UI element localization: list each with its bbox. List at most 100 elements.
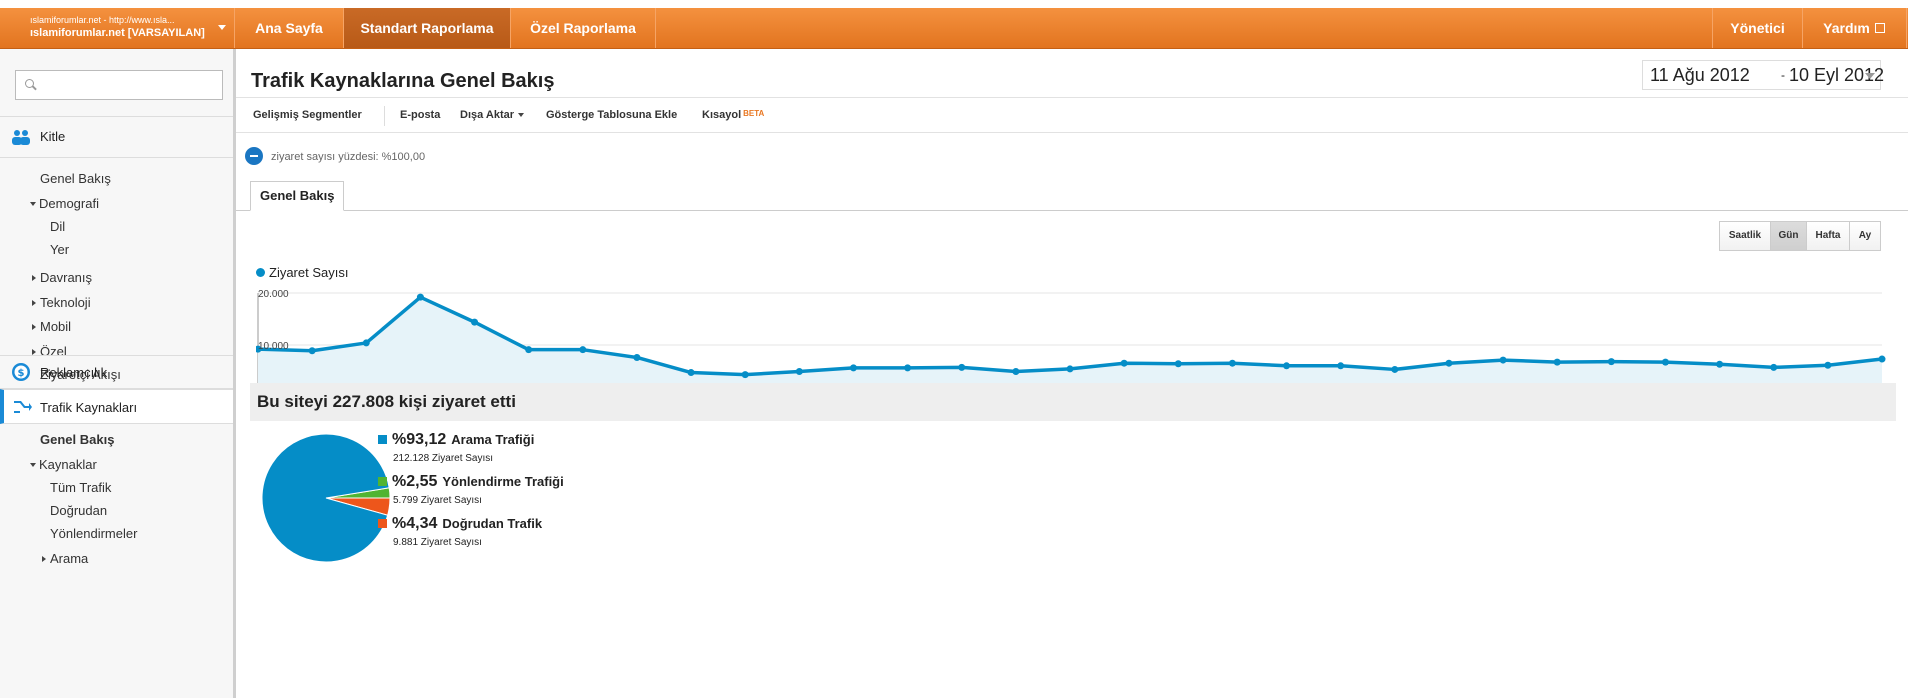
data-point bbox=[416, 293, 424, 301]
tab-row: Genel Bakış bbox=[236, 179, 1908, 211]
date-range-selector[interactable]: 11 Ağu 2012 - 10 Eyl 2012 bbox=[1642, 60, 1885, 90]
data-point bbox=[1012, 368, 1020, 376]
data-point bbox=[849, 364, 857, 372]
summary-text: Bu siteyi 227.808 kişi ziyaret etti bbox=[257, 392, 516, 411]
sidebar-item-technology[interactable]: Teknoloji bbox=[32, 295, 91, 310]
nav-help-label: Yardım bbox=[1823, 20, 1870, 36]
sidebar-item-direct[interactable]: Doğrudan bbox=[50, 503, 108, 518]
report-toolbar: Gelişmiş Segmentler E-posta Dışa Aktar G… bbox=[236, 97, 1908, 133]
people-icon bbox=[12, 130, 30, 145]
chevron-down-icon bbox=[518, 113, 525, 117]
sidebar-item-language[interactable]: Dil bbox=[50, 219, 66, 234]
sidebar-item-label: Demografi bbox=[39, 196, 99, 211]
legend-percent: %93,12 bbox=[392, 431, 447, 448]
legend-percent-label: %93,12 Arama Trafiği bbox=[392, 431, 534, 449]
advanced-segments-button[interactable]: Gelişmiş Segmentler bbox=[253, 109, 362, 121]
data-point bbox=[1228, 359, 1236, 367]
page-title: Trafik Kaynaklarına Genel Bakış bbox=[251, 70, 555, 92]
legend-name: Arama Trafiği bbox=[451, 432, 535, 447]
data-point bbox=[1878, 355, 1886, 363]
legend-percent: %2,55 bbox=[392, 473, 438, 490]
sidebar-item-referrals[interactable]: Yönlendirmeler bbox=[50, 526, 138, 541]
export-button[interactable]: Dışa Aktar bbox=[460, 109, 525, 121]
segment-label: ziyaret sayısı yüzdesi: %100,00 bbox=[271, 151, 426, 163]
collapsed-arrow-icon bbox=[32, 324, 36, 330]
data-point bbox=[362, 339, 370, 347]
sidebar-section-advertising[interactable]: $ Reklamcılık bbox=[0, 355, 233, 389]
email-button[interactable]: E-posta bbox=[400, 109, 441, 121]
sidebar-item-label: Teknoloji bbox=[40, 295, 91, 310]
external-link-icon bbox=[1874, 23, 1885, 33]
y-tick-label: 10.000 bbox=[258, 341, 289, 352]
collapsed-arrow-icon bbox=[32, 275, 36, 281]
nav-admin[interactable]: Yönetici bbox=[1712, 8, 1803, 48]
sidebar-item-traffic-overview[interactable]: Genel Bakış bbox=[40, 432, 115, 447]
sidebar-section-label: Reklamcılık bbox=[40, 365, 108, 380]
sidebar-item-behavior[interactable]: Davranış bbox=[32, 270, 92, 285]
account-selector[interactable]: ıslamiforumlar.net - http://www.ısla... … bbox=[0, 8, 235, 48]
chevron-down-icon bbox=[1865, 73, 1875, 79]
sidebar: Kitle Genel Bakış Demografi Dil Yer Davr… bbox=[0, 49, 236, 698]
nav-home[interactable]: Ana Sayfa bbox=[235, 8, 344, 48]
sidebar-item-demographics[interactable]: Demografi bbox=[30, 196, 99, 211]
data-point bbox=[1337, 362, 1345, 370]
account-url: ıslamiforumlar.net - http://www.ısla... bbox=[30, 15, 175, 25]
sidebar-item-label: Kaynaklar bbox=[39, 457, 97, 472]
sidebar-item-label: Arama bbox=[50, 551, 89, 566]
expanded-arrow-icon bbox=[30, 463, 36, 467]
chevron-down-icon bbox=[218, 25, 226, 30]
collapsed-arrow-icon bbox=[32, 300, 36, 306]
pie-slice bbox=[262, 433, 390, 563]
sidebar-item-sources[interactable]: Kaynaklar bbox=[30, 457, 97, 472]
data-point bbox=[1174, 360, 1182, 368]
data-point bbox=[1391, 365, 1399, 373]
legend-series-label: Ziyaret Sayısı bbox=[269, 265, 349, 280]
tab-overview[interactable]: Genel Bakış bbox=[250, 181, 345, 211]
nav-custom-reporting[interactable]: Özel Raporlama bbox=[511, 8, 656, 48]
search-box[interactable] bbox=[15, 70, 223, 100]
data-point bbox=[958, 363, 966, 371]
nav-standard-reporting[interactable]: Standart Raporlama bbox=[344, 8, 511, 48]
data-point bbox=[1445, 359, 1453, 367]
sidebar-item-location[interactable]: Yer bbox=[50, 242, 70, 257]
legend-swatch bbox=[378, 477, 387, 486]
series-color-dot bbox=[256, 268, 265, 277]
legend-percent-label: %4,34 Doğrudan Trafik bbox=[392, 515, 542, 533]
main-content: Trafik Kaynaklarına Genel Bakış 11 Ağu 2… bbox=[236, 49, 1908, 698]
date-start: 11 Ağu 2012 bbox=[1650, 65, 1750, 85]
toolbar-divider bbox=[384, 106, 385, 126]
granularity-month-button[interactable]: Ay bbox=[1850, 222, 1880, 250]
sidebar-item-search[interactable]: Arama bbox=[42, 551, 88, 566]
granularity-week-button[interactable]: Hafta bbox=[1807, 222, 1850, 250]
granularity-day-button[interactable]: Gün bbox=[1771, 222, 1807, 250]
sidebar-item-audience-overview[interactable]: Genel Bakış bbox=[40, 171, 111, 186]
series-area bbox=[258, 297, 1882, 397]
shortcut-button[interactable]: Kısayol BETA bbox=[702, 109, 764, 121]
add-to-dashboard-button[interactable]: Gösterge Tablosuna Ekle bbox=[546, 109, 678, 121]
data-point bbox=[795, 368, 803, 376]
data-point bbox=[256, 345, 262, 353]
nav-help[interactable]: Yardım bbox=[1802, 8, 1907, 48]
sidebar-item-mobile[interactable]: Mobil bbox=[32, 319, 71, 334]
y-tick-label: 20.000 bbox=[258, 289, 289, 300]
shortcut-label: Kısayol bbox=[702, 109, 742, 121]
data-point bbox=[1661, 358, 1669, 366]
sidebar-section-audience[interactable]: Kitle bbox=[0, 116, 233, 158]
pie-chart bbox=[262, 433, 391, 563]
sidebar-section-traffic-sources[interactable]: Trafik Kaynakları bbox=[0, 389, 233, 424]
data-point bbox=[525, 346, 533, 354]
legend-swatch bbox=[378, 435, 387, 444]
date-end: 10 Eyl 2012 bbox=[1789, 65, 1885, 85]
legend-percent: %4,34 bbox=[392, 515, 438, 532]
granularity-hourly-button[interactable]: Saatlik bbox=[1720, 222, 1771, 250]
collapsed-arrow-icon bbox=[32, 349, 36, 355]
legend-count: 212.128 Ziyaret Sayısı bbox=[393, 453, 494, 464]
search-icon bbox=[25, 79, 34, 88]
data-point bbox=[904, 364, 912, 372]
search-input[interactable] bbox=[40, 75, 220, 97]
data-point bbox=[1283, 362, 1291, 370]
sidebar-item-visitors-flow[interactable]: Ziyaretçi Akışı bbox=[40, 367, 121, 382]
collapsed-arrow-icon bbox=[42, 556, 46, 562]
data-point bbox=[1553, 358, 1561, 366]
sidebar-item-all-traffic[interactable]: Tüm Trafik bbox=[50, 480, 112, 495]
